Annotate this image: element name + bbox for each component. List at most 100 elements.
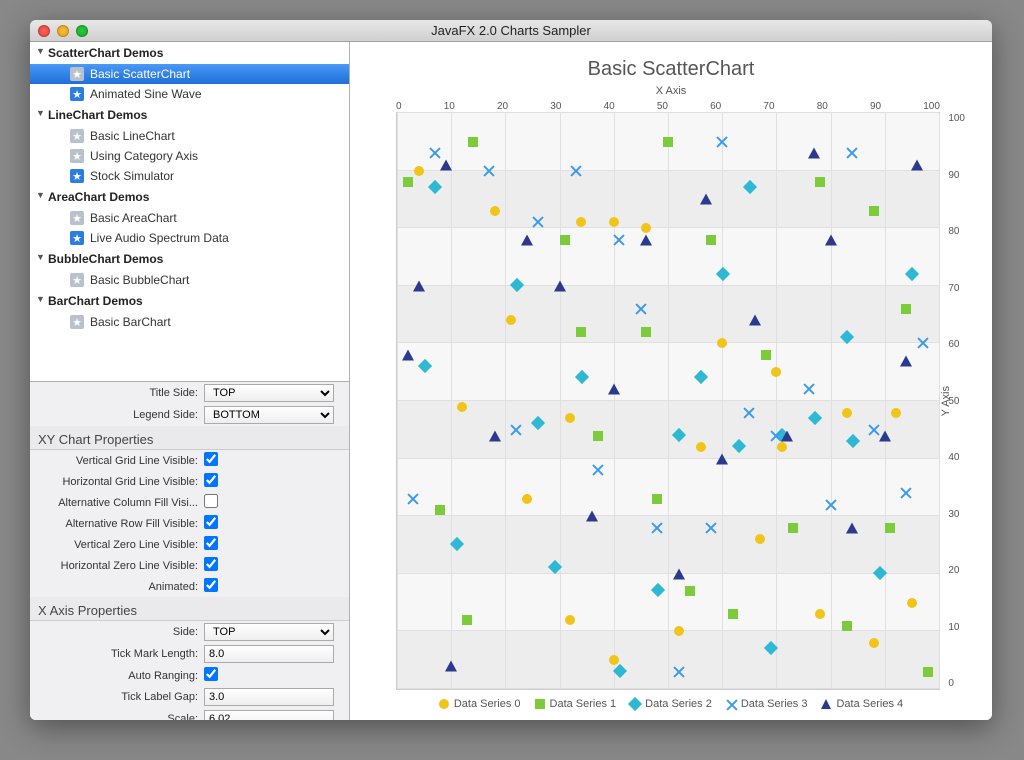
- data-point: [803, 383, 815, 395]
- property-select[interactable]: TOP: [204, 384, 334, 402]
- tree-category[interactable]: LineChart Demos: [30, 104, 349, 126]
- property-label: Animated:: [38, 581, 198, 593]
- data-point: [641, 223, 651, 233]
- data-point: [462, 615, 472, 625]
- data-point: [522, 494, 532, 504]
- property-checkbox[interactable]: [204, 557, 218, 571]
- property-checkbox[interactable]: [204, 536, 218, 550]
- data-point: [532, 216, 544, 228]
- x-axis-ticks: 0102030405060708090100: [396, 101, 974, 112]
- properties-panel: Title Side:TOPLegend Side:BOTTOMXY Chart…: [30, 382, 349, 720]
- data-point: [696, 442, 706, 452]
- property-input[interactable]: [204, 710, 334, 720]
- data-point: [771, 638, 781, 648]
- property-select[interactable]: TOP: [204, 623, 334, 641]
- legend-label: Data Series 3: [741, 698, 808, 710]
- property-input[interactable]: [204, 645, 334, 663]
- tree-category[interactable]: BarChart Demos: [30, 290, 349, 312]
- data-point: [846, 522, 858, 533]
- data-point: [900, 355, 912, 366]
- data-point: [879, 430, 891, 441]
- sidebar: ScatterChart Demos★Basic ScatterChart★An…: [30, 42, 350, 720]
- tree-item[interactable]: ★Basic AreaChart: [30, 208, 349, 228]
- tree-item[interactable]: ★Live Audio Spectrum Data: [30, 228, 349, 248]
- property-section-header: XY Chart Properties: [30, 426, 349, 450]
- star-icon: ★: [70, 149, 84, 163]
- data-point: [608, 384, 620, 395]
- tree-item[interactable]: ★Basic LineChart: [30, 126, 349, 146]
- property-select[interactable]: BOTTOM: [204, 406, 334, 424]
- property-label: Vertical Grid Line Visible:: [38, 455, 198, 467]
- chart-title: Basic ScatterChart: [368, 58, 974, 81]
- data-point: [521, 234, 533, 245]
- tree-item[interactable]: ★Basic ScatterChart: [30, 64, 349, 84]
- main-panel: Basic ScatterChart X Axis 01020304050607…: [350, 42, 992, 720]
- property-section-header: X Axis Properties: [30, 597, 349, 621]
- property-checkbox[interactable]: [204, 452, 218, 466]
- data-point: [565, 615, 575, 625]
- property-label: Side:: [38, 626, 198, 638]
- property-label: Horizontal Grid Line Visible:: [38, 476, 198, 488]
- property-input[interactable]: [204, 688, 334, 706]
- property-checkbox[interactable]: [204, 473, 218, 487]
- data-point: [592, 464, 604, 476]
- data-point: [749, 315, 761, 326]
- data-point: [808, 148, 820, 159]
- tree-category[interactable]: ScatterChart Demos: [30, 42, 349, 64]
- data-point: [750, 177, 760, 187]
- data-point: [880, 563, 890, 573]
- property-checkbox[interactable]: [204, 494, 218, 508]
- property-row: Side: TOP: [30, 621, 349, 643]
- x-axis-title: X Axis: [368, 85, 974, 97]
- tree-item-label: Basic AreaChart: [90, 211, 177, 225]
- tree-item[interactable]: ★Animated Sine Wave: [30, 84, 349, 104]
- tree-item[interactable]: ★Using Category Axis: [30, 146, 349, 166]
- data-point: [842, 621, 852, 631]
- property-checkbox[interactable]: [204, 667, 218, 681]
- tree-item[interactable]: ★Basic BarChart: [30, 312, 349, 332]
- data-point: [781, 430, 793, 441]
- legend-label: Data Series 0: [454, 698, 521, 710]
- data-point: [652, 494, 662, 504]
- data-point: [679, 425, 689, 435]
- tree-category[interactable]: BubbleChart Demos: [30, 248, 349, 270]
- legend-marker-icon: [821, 699, 831, 709]
- legend-item: Data Series 0: [439, 698, 521, 710]
- property-label: Legend Side:: [38, 409, 198, 421]
- data-point: [635, 303, 647, 315]
- property-row: Animated:: [30, 576, 349, 597]
- data-point: [402, 349, 414, 360]
- property-row: Horizontal Zero Line Visible:: [30, 555, 349, 576]
- legend-marker-icon: [535, 699, 545, 709]
- tree-item[interactable]: ★Stock Simulator: [30, 166, 349, 186]
- data-point: [755, 534, 765, 544]
- property-row: Tick Mark Length:: [30, 643, 349, 665]
- data-point: [825, 234, 837, 245]
- data-point: [510, 424, 522, 436]
- data-point: [641, 327, 651, 337]
- data-point: [705, 522, 717, 534]
- tree-item[interactable]: ★Basic BubbleChart: [30, 270, 349, 290]
- data-point: [414, 166, 424, 176]
- property-label: Tick Label Gap:: [38, 691, 198, 703]
- data-point: [728, 609, 738, 619]
- data-point: [788, 523, 798, 533]
- data-point: [723, 264, 733, 274]
- data-point: [457, 534, 467, 544]
- data-point: [900, 487, 912, 499]
- data-point: [761, 350, 771, 360]
- data-point: [425, 356, 435, 366]
- property-row: Vertical Zero Line Visible:: [30, 534, 349, 555]
- property-checkbox[interactable]: [204, 578, 218, 592]
- tree-category[interactable]: AreaChart Demos: [30, 186, 349, 208]
- tree-item-label: Basic BubbleChart: [90, 273, 189, 287]
- scatter-plot-area: 0102030405060708090100: [396, 112, 940, 690]
- demo-tree[interactable]: ScatterChart Demos★Basic ScatterChart★An…: [30, 42, 349, 382]
- data-point: [885, 523, 895, 533]
- star-icon: ★: [70, 231, 84, 245]
- property-row: Vertical Grid Line Visible:: [30, 450, 349, 471]
- window-title: JavaFX 2.0 Charts Sampler: [30, 23, 992, 38]
- property-checkbox[interactable]: [204, 515, 218, 529]
- tree-item-label: Basic ScatterChart: [90, 67, 190, 81]
- data-point: [673, 666, 685, 678]
